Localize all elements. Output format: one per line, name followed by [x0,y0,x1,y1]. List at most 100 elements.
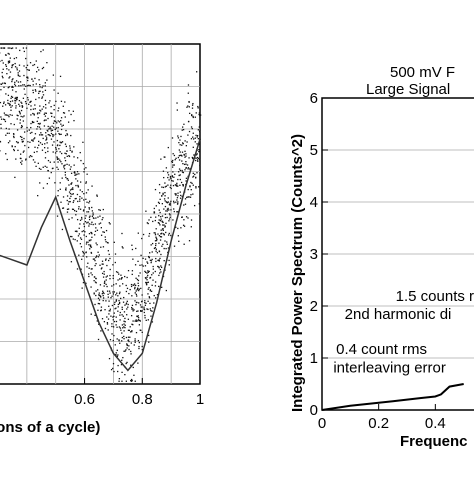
scatter-point [153,302,154,303]
scatter-point [73,156,74,157]
scatter-point [170,201,171,202]
scatter-point [43,49,44,50]
scatter-point [83,171,84,172]
scatter-point [113,335,114,336]
scatter-point [176,102,177,103]
scatter-point [77,194,78,195]
scatter-point [109,291,110,292]
scatter-point [35,89,36,90]
scatter-point [158,243,159,244]
scatter-point [61,129,62,130]
scatter-point [191,183,192,184]
scatter-point [141,264,142,265]
scatter-point [47,151,48,152]
scatter-point [159,235,160,236]
scatter-point [100,330,101,331]
scatter-point [80,243,81,244]
scatter-point [9,133,10,134]
scatter-point [146,277,147,278]
scatter-point [170,176,171,177]
scatter-point [127,288,128,289]
scatter-point [3,103,4,104]
scatter-point [135,342,136,343]
scatter-point [23,120,24,121]
scatter-point [48,128,49,129]
scatter-point [194,205,195,206]
scatter-point [146,261,147,262]
scatter-point [186,167,187,168]
scatter-point [182,152,183,153]
scatter-point [96,194,97,195]
scatter-point [80,160,81,161]
scatter-point [136,295,137,296]
scatter-point [117,279,118,280]
scatter-point [16,47,17,48]
scatter-point [81,246,82,247]
scatter-point [19,112,20,113]
scatter-point [58,158,59,159]
scatter-point [73,120,74,121]
scatter-point [161,246,162,247]
scatter-point [0,124,1,125]
scatter-point [2,106,3,107]
scatter-point [90,239,91,240]
scatter-point [70,114,71,115]
scatter-point [193,173,194,174]
scatter-point [86,202,87,203]
scatter-point [61,117,62,118]
scatter-point [168,174,169,175]
scatter-point [116,293,117,294]
scatter-point [56,149,57,150]
scatter-point [48,170,49,171]
scatter-point [55,147,56,148]
scatter-point [167,210,168,211]
right-y-tick-label: 6 [310,90,318,107]
scatter-point [159,260,160,261]
scatter-point [173,185,174,186]
scatter-point [128,270,129,271]
scatter-point [45,85,46,86]
scatter-point [109,310,110,311]
scatter-point [131,295,132,296]
scatter-point [191,138,192,139]
scatter-point [48,134,49,135]
scatter-point [77,201,78,202]
right-annotation: 1.5 counts r [396,288,474,305]
scatter-point [103,246,104,247]
right-gridlines [322,150,474,358]
scatter-point [70,166,71,167]
scatter-point [86,243,87,244]
scatter-point [119,278,120,279]
scatter-point [177,109,178,110]
scatter-point [132,259,133,260]
scatter-point [102,318,103,319]
scatter-point [136,311,137,312]
scatter-point [152,285,153,286]
scatter-point [19,105,20,106]
scatter-point [12,47,13,48]
scatter-point [21,127,22,128]
scatter-point [177,179,178,180]
scatter-point [40,51,41,52]
scatter-point [86,192,87,193]
scatter-point [135,285,136,286]
scatter-point [93,280,94,281]
scatter-point [106,230,107,231]
scatter-point [172,176,173,177]
scatter-point [105,241,106,242]
scatter-point [173,153,174,154]
scatter-point [14,98,15,99]
scatter-point [140,288,141,289]
scatter-point [88,202,89,203]
scatter-point [91,252,92,253]
scatter-point [40,142,41,143]
scatter-point [41,134,42,135]
scatter-point [70,189,71,190]
scatter-point [199,112,200,113]
scatter-point [46,62,47,63]
scatter-point [145,265,146,266]
scatter-point [20,113,21,114]
scatter-point [175,194,176,195]
scatter-point [113,293,114,294]
